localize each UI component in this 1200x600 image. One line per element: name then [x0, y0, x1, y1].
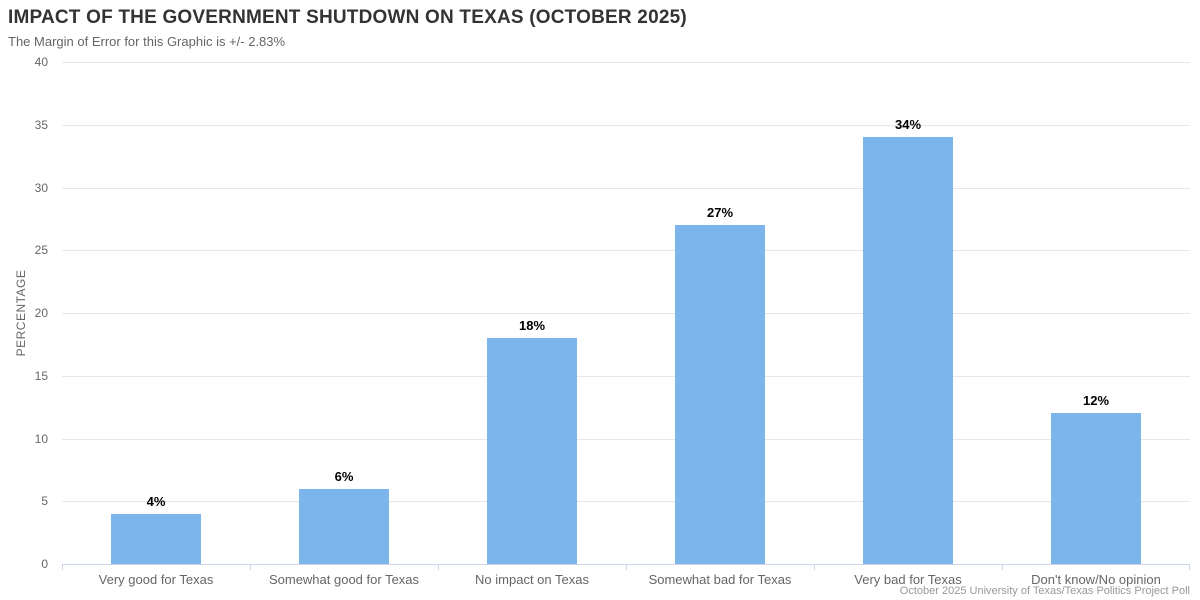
x-axis-tick [438, 564, 439, 570]
gridline [62, 501, 1190, 503]
x-axis-category-label: Very good for Texas [98, 572, 214, 587]
x-axis-category-label: Somewhat good for Texas [268, 572, 420, 587]
x-axis-tick [1189, 564, 1190, 570]
bar-value-label: 6% [334, 468, 354, 484]
bar-value-label: 12% [1082, 393, 1110, 409]
gridline [62, 438, 1190, 440]
x-axis-tick [250, 564, 251, 570]
y-axis-tick-label: 10 [34, 431, 48, 446]
y-axis-tick-label: 20 [34, 306, 48, 320]
bar-value-label: 34% [894, 117, 922, 133]
x-axis-category-label: Very bad for Texas [854, 572, 962, 587]
bar-value-label: 4% [146, 493, 166, 509]
chart-title: IMPACT OF THE GOVERNMENT SHUTDOWN ON TEX… [8, 7, 687, 28]
bar[interactable] [863, 137, 953, 564]
gridline [62, 250, 1190, 252]
x-axis-category-label: Don't know/No opinion [1031, 572, 1161, 587]
x-axis-tick [814, 564, 815, 570]
bar[interactable] [111, 513, 201, 564]
bar-value-label: 18% [518, 318, 546, 334]
x-axis-tick [1002, 564, 1003, 570]
bar-value-label: 27% [706, 205, 734, 221]
y-axis-tick-label: 15 [34, 368, 48, 383]
gridline [62, 62, 1190, 63]
y-axis-tick-label: 0 [41, 557, 48, 571]
x-axis-category-label: No impact on Texas [475, 572, 589, 587]
x-axis-category-label: Somewhat bad for Texas [648, 572, 792, 587]
gridline [62, 187, 1190, 189]
bar[interactable] [675, 225, 765, 564]
plot-area: 4% Very good for Texas 6% Somewhat good for… [62, 62, 1190, 587]
y-axis-tick-label: 40 [34, 55, 48, 69]
y-axis-tick-label: 5 [41, 494, 48, 509]
bar[interactable] [1051, 413, 1141, 564]
chart-subtitle: The Margin of Error for this Graphic is … [8, 34, 286, 49]
gridline [62, 375, 1190, 377]
x-axis-tick [62, 564, 63, 570]
y-axis-tick-label: 30 [34, 180, 48, 195]
x-axis-tick [626, 564, 627, 570]
y-axis-labels: 0 5 10 15 20 25 30 35 40 [0, 55, 48, 571]
bar[interactable] [487, 338, 577, 564]
y-axis-tick-label: 25 [34, 243, 48, 258]
gridline [62, 124, 1190, 126]
y-axis-tick-label: 35 [34, 117, 48, 132]
credits: October 2025 University of Texas/Texas P… [899, 585, 1190, 597]
bar[interactable] [299, 488, 389, 564]
gridline [62, 313, 1190, 314]
